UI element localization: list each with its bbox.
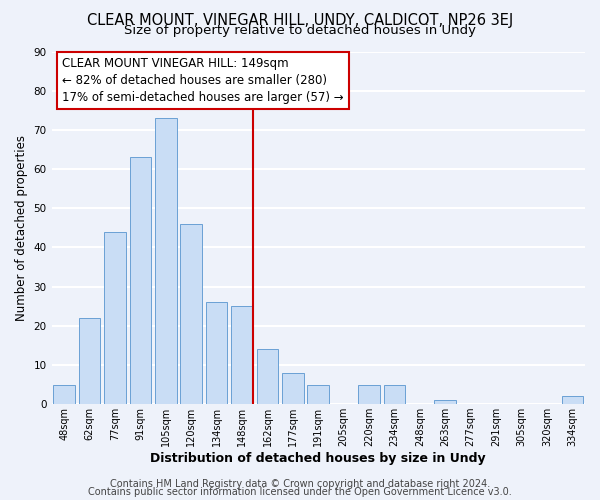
Bar [383, 384, 405, 404]
Bar [130, 158, 151, 404]
Bar [231, 306, 253, 404]
Text: Size of property relative to detached houses in Undy: Size of property relative to detached ho… [124, 24, 476, 37]
X-axis label: Distribution of detached houses by size in Undy: Distribution of detached houses by size … [151, 452, 486, 465]
Bar [434, 400, 456, 404]
Bar [155, 118, 176, 404]
Text: CLEAR MOUNT VINEGAR HILL: 149sqm
← 82% of detached houses are smaller (280)
17% : CLEAR MOUNT VINEGAR HILL: 149sqm ← 82% o… [62, 57, 344, 104]
Y-axis label: Number of detached properties: Number of detached properties [15, 135, 28, 321]
Bar [307, 384, 329, 404]
Bar [282, 373, 304, 404]
Bar [181, 224, 202, 404]
Text: Contains public sector information licensed under the Open Government Licence v3: Contains public sector information licen… [88, 487, 512, 497]
Text: CLEAR MOUNT, VINEGAR HILL, UNDY, CALDICOT, NP26 3EJ: CLEAR MOUNT, VINEGAR HILL, UNDY, CALDICO… [87, 12, 513, 28]
Bar [104, 232, 126, 404]
Text: Contains HM Land Registry data © Crown copyright and database right 2024.: Contains HM Land Registry data © Crown c… [110, 479, 490, 489]
Bar [257, 350, 278, 404]
Bar [358, 384, 380, 404]
Bar [53, 384, 75, 404]
Bar [79, 318, 100, 404]
Bar [206, 302, 227, 404]
Bar [562, 396, 583, 404]
